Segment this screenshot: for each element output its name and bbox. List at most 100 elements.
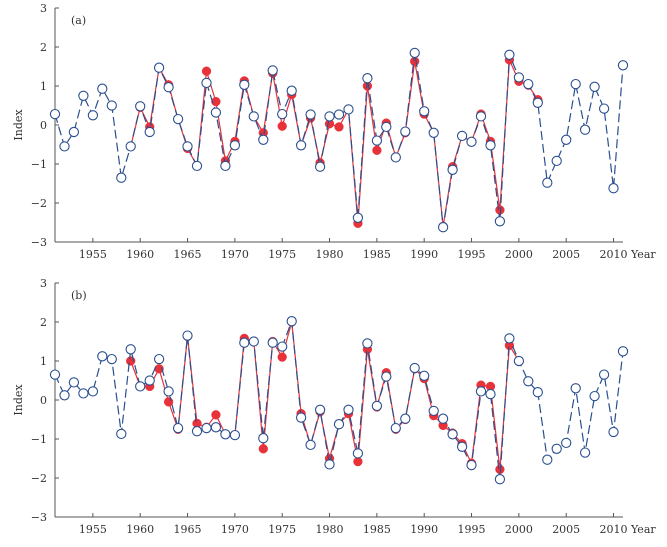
- data-point-blue: [201, 77, 212, 89]
- data-point-blue: [362, 338, 373, 349]
- data-point-blue: [153, 353, 165, 365]
- y-tick-label: −1: [31, 433, 47, 446]
- data-point-blue: [191, 426, 203, 437]
- y-tick-label: −2: [31, 472, 47, 485]
- data-point-blue: [400, 126, 411, 137]
- data-point-blue: [494, 216, 506, 227]
- x-axis-label: Year: [630, 523, 656, 536]
- data-point-blue: [87, 110, 99, 121]
- x-tick-label: 1980: [316, 248, 344, 261]
- data-point-blue: [551, 443, 562, 454]
- data-point-blue: [532, 387, 543, 398]
- data-point-blue: [49, 108, 61, 120]
- data-point-blue: [589, 81, 600, 92]
- data-point-blue: [182, 330, 193, 341]
- data-point-blue: [220, 160, 231, 172]
- data-point-blue: [172, 422, 184, 434]
- x-tick-label: 1985: [363, 523, 391, 536]
- x-tick-label: 1975: [268, 523, 296, 536]
- data-point-blue: [116, 428, 127, 440]
- data-point-blue: [409, 47, 420, 59]
- data-point-blue: [125, 344, 136, 355]
- data-point-blue: [419, 106, 430, 117]
- data-point-blue: [504, 49, 515, 60]
- y-tick-label: −3: [31, 236, 47, 249]
- data-point-blue: [456, 130, 468, 142]
- data-point-blue: [428, 405, 439, 417]
- panel-label: (b): [71, 289, 87, 302]
- data-point-blue: [437, 413, 449, 424]
- data-point-blue: [617, 346, 629, 357]
- x-tick-label: 2005: [552, 523, 580, 536]
- panel-a: (a) Index Year 3 2 1 0 −1 −2 −3 1955 1960 1965 197…: [12, 2, 656, 261]
- data-point-blue: [78, 388, 89, 399]
- x-tick-label: 1970: [221, 523, 249, 536]
- x-tick-label: 1960: [126, 523, 154, 536]
- data-point-blue: [333, 109, 345, 120]
- data-point-blue: [333, 419, 345, 430]
- data-point-blue: [116, 172, 127, 183]
- data-point-blue: [390, 152, 401, 163]
- panel-b: (b) Index Year 3 2 1 0 −1 −2 −3 1955 1960 1965 197…: [12, 277, 656, 536]
- y-tick-label: −1: [31, 158, 47, 171]
- data-point-blue: [68, 126, 80, 138]
- data-point-blue: [97, 83, 108, 94]
- data-point-red: [277, 121, 287, 131]
- y-tick-label: 1: [40, 80, 47, 93]
- x-tick-label: 2000: [505, 523, 533, 536]
- x-tick-label: 1975: [268, 248, 296, 261]
- data-point-blue: [466, 459, 477, 471]
- data-point-blue: [485, 140, 496, 151]
- data-point-blue: [49, 369, 61, 380]
- data-point-blue: [617, 60, 629, 71]
- x-tick-label: 1970: [221, 248, 249, 261]
- data-point-blue: [182, 141, 193, 152]
- data-point-blue: [125, 141, 136, 152]
- data-point-blue: [475, 111, 487, 122]
- data-point-blue: [59, 390, 70, 401]
- x-axis-label: Year: [630, 248, 656, 261]
- data-point-blue: [258, 433, 269, 444]
- x-tick-label: 2010: [600, 523, 628, 536]
- data-point-blue: [475, 386, 487, 397]
- panel-label: (a): [71, 14, 86, 27]
- data-point-blue: [608, 183, 619, 194]
- y-tick-label: 2: [40, 316, 47, 329]
- data-point-red: [258, 444, 268, 454]
- data-point-blue: [135, 381, 146, 392]
- x-tick-label: 1955: [79, 248, 107, 261]
- data-point-blue: [589, 390, 600, 402]
- data-point-blue: [579, 447, 591, 458]
- data-point-blue: [135, 101, 146, 112]
- y-tick-label: 3: [40, 277, 47, 290]
- data-point-blue: [239, 337, 250, 348]
- data-point-blue: [513, 355, 525, 367]
- data-point-blue: [277, 108, 288, 120]
- data-point-blue: [447, 164, 458, 175]
- x-tick-label: 2000: [505, 248, 533, 261]
- data-point-blue: [542, 177, 553, 188]
- series-line-blue: [54, 320, 624, 480]
- data-point-blue: [314, 161, 326, 172]
- x-tick-label: 1965: [174, 523, 202, 536]
- data-point-blue: [106, 100, 117, 111]
- data-point-blue: [305, 109, 316, 120]
- y-tick-label: 0: [40, 119, 47, 132]
- data-point-red: [211, 410, 221, 420]
- series-line-blue: [54, 52, 624, 228]
- data-point-blue: [248, 336, 259, 347]
- data-point-blue: [400, 413, 411, 424]
- data-point-blue: [447, 429, 458, 440]
- data-point-blue: [523, 376, 534, 387]
- data-point-blue: [466, 136, 477, 147]
- x-tick-label: 1980: [316, 523, 344, 536]
- data-point-blue: [428, 127, 439, 138]
- data-point-blue: [485, 388, 496, 400]
- y-axis-label: Index: [12, 109, 25, 141]
- data-point-blue: [201, 422, 212, 434]
- data-point-blue: [210, 107, 222, 118]
- data-point-blue: [362, 73, 373, 84]
- data-point-blue: [229, 140, 241, 151]
